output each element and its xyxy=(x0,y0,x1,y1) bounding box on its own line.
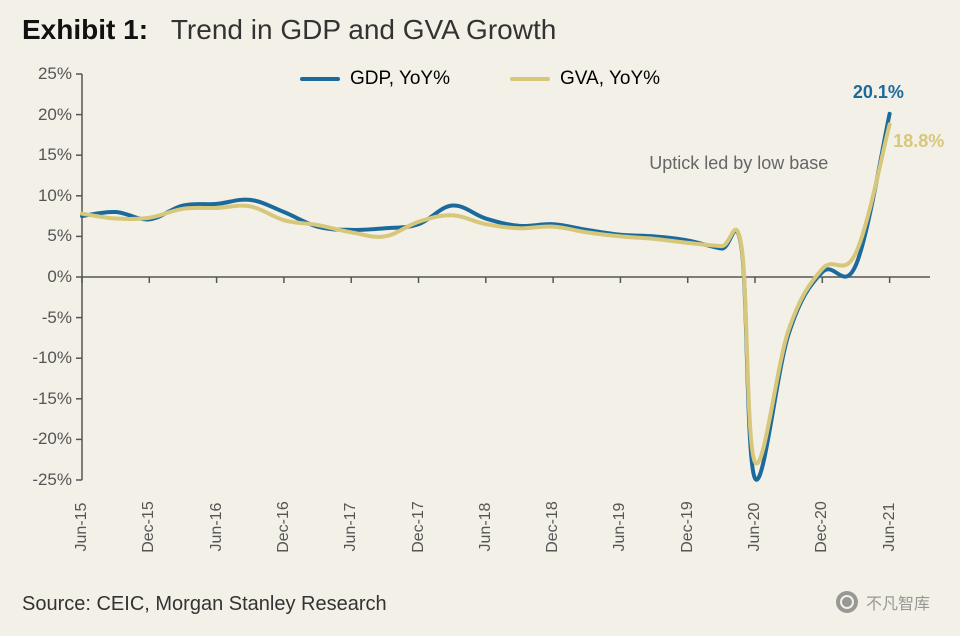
y-tick-label: -20% xyxy=(12,429,72,449)
y-tick-label: 20% xyxy=(12,105,72,125)
x-tick-label: Jun-16 xyxy=(208,503,226,552)
series-line xyxy=(82,124,890,463)
annotation-uptick: Uptick led by low base xyxy=(649,153,828,174)
y-tick-label: -5% xyxy=(12,308,72,328)
x-tick-label: Dec-20 xyxy=(813,501,831,553)
x-tick-label: Dec-15 xyxy=(140,501,158,553)
title-prefix: Exhibit 1: xyxy=(22,14,148,45)
y-tick-label: -15% xyxy=(12,389,72,409)
end-label: 20.1% xyxy=(853,82,904,103)
watermark-icon xyxy=(836,591,858,613)
x-tick-label: Jun-18 xyxy=(477,503,495,552)
x-tick-label: Dec-17 xyxy=(410,501,428,553)
title-rest: Trend in GDP and GVA Growth xyxy=(171,14,556,45)
x-tick-label: Dec-18 xyxy=(544,501,562,553)
y-tick-label: 10% xyxy=(12,186,72,206)
chart-area: 25% 20% 15% 10% 5% 0% -5% -10% -15% -20% -25% Jun-… xyxy=(0,60,960,560)
x-tick-label: Jun-21 xyxy=(881,503,899,552)
watermark-text: 不凡智库 xyxy=(866,590,930,614)
x-tick-label: Jun-17 xyxy=(342,503,360,552)
watermark: 不凡智库 xyxy=(836,590,930,614)
x-tick-label: Jun-15 xyxy=(73,503,91,552)
y-tick-label: 5% xyxy=(12,226,72,246)
x-tick-label: Jun-20 xyxy=(746,503,764,552)
chart-svg xyxy=(0,60,960,560)
source-line: Source: CEIC, Morgan Stanley Research xyxy=(22,593,387,616)
end-label: 18.8% xyxy=(893,131,944,152)
x-tick-label: Dec-19 xyxy=(679,501,697,553)
x-tick-label: Jun-19 xyxy=(611,503,629,552)
chart-title: Exhibit 1: Trend in GDP and GVA Growth xyxy=(22,14,556,46)
y-tick-label: -10% xyxy=(12,348,72,368)
y-tick-label: 15% xyxy=(12,145,72,165)
y-tick-label: 0% xyxy=(12,267,72,287)
x-tick-label: Dec-16 xyxy=(275,501,293,553)
y-tick-label: 25% xyxy=(12,64,72,84)
y-tick-label: -25% xyxy=(12,470,72,490)
